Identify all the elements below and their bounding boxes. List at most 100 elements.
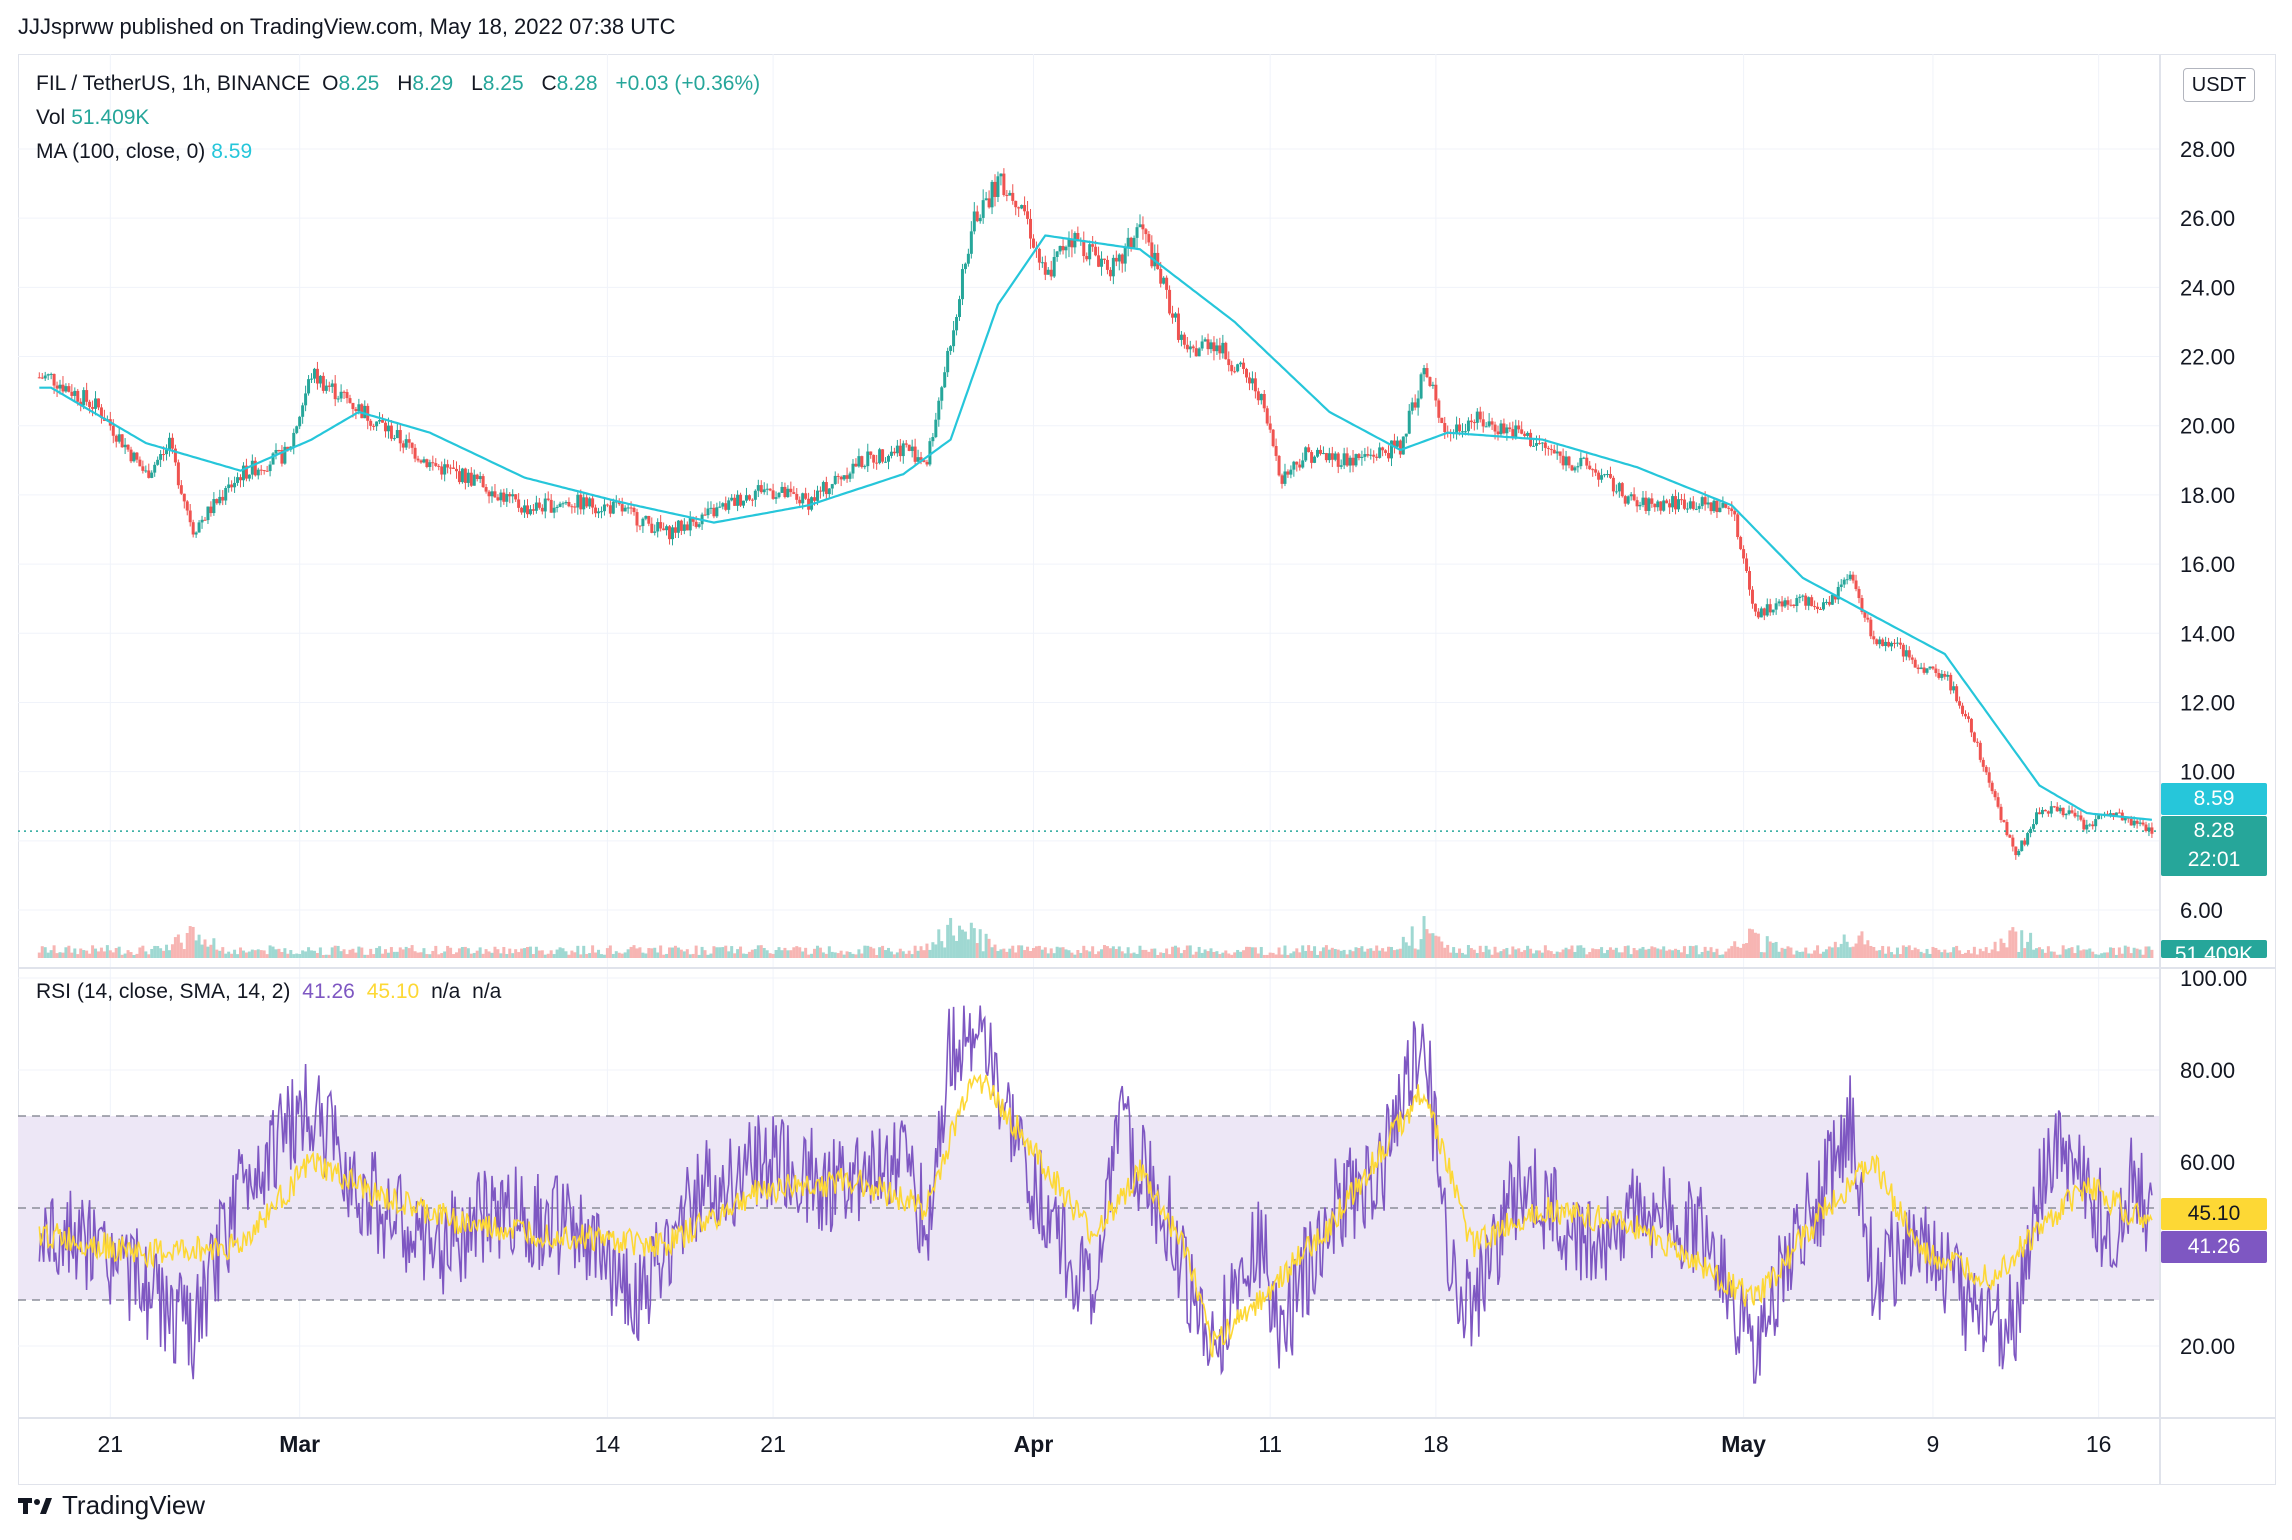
volume-bar (866, 945, 870, 958)
candle-body (1789, 604, 1793, 606)
candle-body (1511, 429, 1515, 438)
volume-bar (386, 952, 390, 958)
candle-body (1339, 465, 1343, 467)
volume-bar (1094, 954, 1098, 958)
x-tick-label: Apr (1014, 1431, 1054, 1457)
candle-body (1108, 269, 1112, 277)
volume-bar (176, 934, 180, 958)
candle-body (1410, 402, 1414, 411)
volume-bar (827, 946, 831, 958)
candle-body (620, 504, 624, 512)
volume-bar (1753, 932, 1757, 958)
candle-body (1342, 453, 1346, 466)
volume-bar (170, 944, 174, 958)
volume-bar (295, 953, 299, 958)
volume-bar (203, 939, 207, 958)
volume-bar (1872, 946, 1876, 958)
candle-body (969, 231, 973, 254)
volume-bar (647, 948, 651, 958)
candle-body (972, 211, 976, 232)
y-tick-label: 16.00 (2180, 552, 2235, 577)
candle-body (487, 491, 491, 497)
candle-body (209, 506, 213, 514)
volume-bar (940, 941, 944, 958)
candle-body (1987, 772, 1991, 783)
candle-body (1369, 454, 1373, 456)
candle-body (2141, 822, 2145, 825)
candle-body (1750, 589, 1754, 604)
candles (37, 168, 2154, 860)
candle-body (540, 507, 544, 512)
volume-bar (1715, 948, 1719, 958)
candle-body (1478, 411, 1482, 420)
volume-bar (1265, 954, 1269, 958)
candle-body (1745, 558, 1749, 572)
candle-body (1310, 452, 1314, 463)
volume-bar (1706, 950, 1710, 958)
candle-body (218, 496, 222, 504)
volume-bar (848, 952, 852, 958)
candle-body (1552, 449, 1556, 454)
volume-bar (2111, 947, 2115, 958)
candle-body (253, 460, 257, 476)
volume-bar (327, 954, 331, 958)
candle-body (1600, 475, 1604, 480)
volume-bar (490, 952, 494, 958)
legend-h: H8.29 (397, 72, 454, 95)
candle-body (230, 484, 234, 488)
volume-bar (46, 952, 50, 958)
volume-bar (1173, 945, 1177, 958)
volume-bar (1268, 952, 1272, 958)
candle-body (1972, 732, 1976, 742)
volume-bar (635, 948, 639, 958)
candle-body (588, 498, 592, 507)
candle-body (821, 482, 825, 492)
x-tick-label: 16 (2086, 1431, 2112, 1457)
volume-bar (1842, 934, 1846, 958)
volume-bar (1611, 949, 1615, 958)
candle-body (1259, 393, 1263, 401)
volume-bar (821, 952, 825, 958)
volume-bar (475, 950, 479, 958)
candle-body (1712, 500, 1716, 512)
candle-body (1114, 257, 1118, 262)
currency-badge[interactable]: USDT (2183, 68, 2255, 102)
volume-bar (1895, 947, 1899, 958)
candle-body (1937, 673, 1941, 678)
volume-bar (58, 952, 62, 958)
candle-body (1168, 289, 1172, 314)
candle-body (688, 517, 692, 531)
candle-body (1786, 600, 1790, 605)
candle-body (1434, 384, 1438, 401)
volume-bar (777, 947, 781, 958)
volume-bar (1324, 945, 1328, 958)
volume-bar (2094, 954, 2098, 958)
candle-body (1461, 431, 1465, 433)
candle-body (2029, 828, 2033, 834)
volume-bar (67, 945, 71, 958)
candle-body (1842, 579, 1846, 585)
volume-bar (892, 954, 896, 958)
volume-bar (1496, 952, 1500, 958)
volume-bar (1597, 949, 1601, 958)
candle-body (1011, 192, 1015, 201)
volume-bar (632, 945, 636, 958)
candle-body (2111, 813, 2115, 816)
volume-bar (969, 922, 973, 958)
volume-bar (916, 950, 920, 958)
volume-bar (499, 953, 503, 958)
volume-bar (1573, 952, 1577, 958)
candle-body (185, 501, 189, 511)
volume-bar (1245, 946, 1249, 958)
candle-body (892, 451, 896, 454)
volume-bar (1546, 950, 1550, 958)
candle-body (1523, 433, 1527, 436)
candle-body (212, 499, 216, 514)
volume-bar (129, 952, 133, 958)
tradingview-logo[interactable]: TradingView (18, 1490, 205, 1521)
volume-bar (1824, 949, 1828, 958)
volume-bar (839, 950, 843, 958)
candle-body (579, 494, 583, 510)
volume-bar (277, 948, 281, 958)
